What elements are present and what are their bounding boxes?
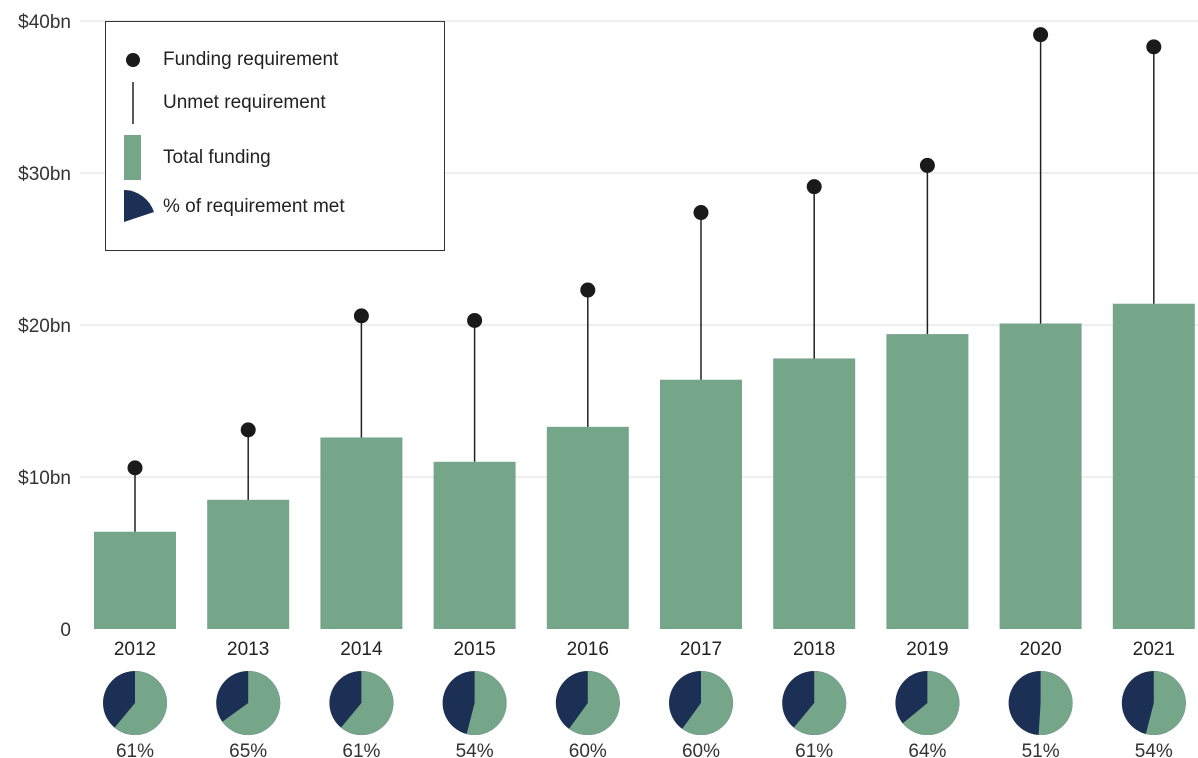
y-tick-label: $20bn xyxy=(18,316,71,337)
funding-bar xyxy=(433,461,516,629)
funding-bar xyxy=(546,426,629,629)
pie-met-slice xyxy=(341,671,394,735)
legend-box xyxy=(105,21,445,251)
legend-label-funding-requirement: Funding requirement xyxy=(163,49,339,70)
funding-bar xyxy=(886,334,969,629)
percent-met-pie xyxy=(1008,671,1073,735)
x-tick-label: 2018 xyxy=(793,639,835,660)
pie-met-slice xyxy=(222,671,281,735)
percent-met-label: 60% xyxy=(569,741,607,758)
funding-bar xyxy=(1112,303,1195,629)
percent-met-pie xyxy=(329,671,394,735)
legend-pie-wedge-icon xyxy=(124,190,154,222)
y-tick-label: $30bn xyxy=(18,164,71,185)
pie-met-slice xyxy=(682,671,733,735)
percent-met-label: 54% xyxy=(1135,741,1173,758)
funding-bars xyxy=(94,303,1195,629)
funding-bar xyxy=(999,323,1082,629)
x-tick-label: 2020 xyxy=(1019,639,1061,660)
funding-requirement-dot xyxy=(467,312,483,328)
x-tick-label: 2015 xyxy=(453,639,495,660)
pie-met-slice xyxy=(1145,671,1186,735)
funding-bar xyxy=(320,437,403,629)
percent-met-pie xyxy=(216,671,281,735)
funding-bar xyxy=(94,531,176,629)
funding-requirement-dot xyxy=(580,282,596,298)
funding-requirement-dot xyxy=(693,205,709,221)
pie-met-slice xyxy=(1038,671,1073,735)
legend-label-total-funding: Total funding xyxy=(163,147,271,168)
x-tick-label: 2013 xyxy=(227,639,269,660)
percent-met-pie xyxy=(782,671,847,735)
percent-met-label: 61% xyxy=(342,741,380,758)
percent-met-label: 64% xyxy=(908,741,946,758)
funding-bar xyxy=(660,379,742,629)
percent-met-label: 51% xyxy=(1022,741,1060,758)
requirement-dots xyxy=(127,27,1162,476)
unmet-requirement-lines xyxy=(134,34,1155,532)
funding-requirement-dot xyxy=(353,308,369,324)
y-tick-label: $40bn xyxy=(18,12,71,33)
percent-met-pie xyxy=(1121,671,1186,735)
y-tick-label: $10bn xyxy=(18,468,71,489)
y-axis-ticks: 0 $10bn $20bn $30bn $40bn xyxy=(18,12,71,641)
pie-met-slice xyxy=(114,671,167,736)
percent-met-label: 61% xyxy=(116,741,154,758)
percent-met-label: 65% xyxy=(229,741,267,758)
percent-labels: 61% 65% 61% 54% 60% 60% 61% 64% 51% 54% xyxy=(116,741,1173,758)
pie-met-slice xyxy=(793,671,847,735)
funding-requirement-dot xyxy=(919,157,935,173)
funding-requirement-dot xyxy=(806,179,822,195)
pie-met-slice xyxy=(466,671,507,735)
x-axis-labels: 2012 2013 2014 2015 2016 2017 2018 2019 2020 2021 xyxy=(114,639,1175,660)
percent-met-pie xyxy=(442,671,507,735)
funding-requirement-dot xyxy=(1033,27,1049,43)
legend-label-percent-met: % of requirement met xyxy=(163,196,345,217)
percent-met-pie xyxy=(103,671,167,736)
percent-met-pie xyxy=(669,671,733,735)
percent-met-pie xyxy=(555,671,620,735)
x-tick-label: 2021 xyxy=(1133,639,1175,660)
legend-dot-icon xyxy=(126,53,140,67)
funding-requirement-dot xyxy=(1146,39,1162,55)
pie-met-slice xyxy=(568,671,620,735)
legend-label-unmet-requirement: Unmet requirement xyxy=(163,92,326,113)
x-tick-label: 2017 xyxy=(680,639,722,660)
percent-met-pie xyxy=(895,671,960,735)
pie-met-slice xyxy=(902,671,960,735)
funding-bar xyxy=(207,499,290,629)
legend-bar-swatch-icon xyxy=(124,135,141,180)
x-tick-label: 2014 xyxy=(340,639,383,660)
percent-met-label: 54% xyxy=(456,741,494,758)
percent-met-label: 60% xyxy=(682,741,720,758)
x-tick-label: 2016 xyxy=(567,639,609,660)
funding-bar xyxy=(773,358,856,629)
x-tick-label: 2012 xyxy=(114,639,156,660)
funding-requirement-dot xyxy=(240,422,256,438)
x-tick-label: 2019 xyxy=(906,639,948,660)
y-tick-label: 0 xyxy=(60,620,71,641)
funding-requirement-dot xyxy=(127,460,143,476)
legend: Funding requirement Unmet requirement To… xyxy=(105,21,445,251)
percent-pies xyxy=(103,671,1186,736)
percent-met-label: 61% xyxy=(795,741,833,758)
